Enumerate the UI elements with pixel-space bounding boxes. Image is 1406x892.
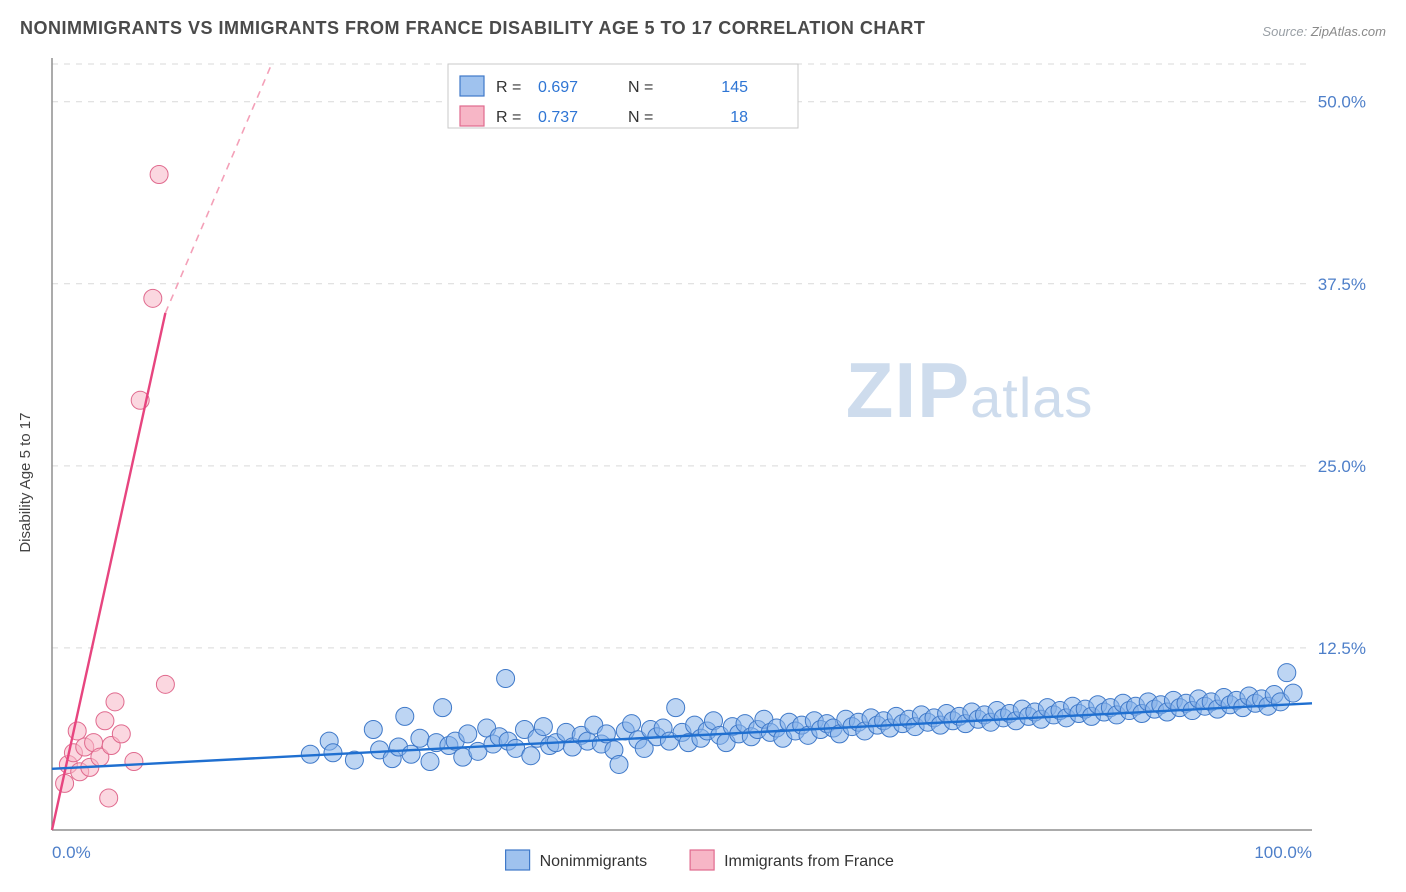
data-point [610,755,628,773]
data-point [396,707,414,725]
data-point [144,289,162,307]
legend-swatch [460,106,484,126]
regression-line-pink-extrapolated [165,62,272,313]
legend-series-label: Nonimmigrants [540,853,648,870]
data-point [68,722,86,740]
legend-n-label: N = [628,109,653,126]
legend-n-value: 145 [721,79,748,96]
data-point [421,753,439,771]
y-tick-label: 12.5% [1318,639,1366,658]
y-tick-label: 25.0% [1318,457,1366,476]
legend-r-value: 0.737 [538,109,578,126]
data-point [1278,664,1296,682]
legend-r-label: R = [496,109,521,126]
legend-n-label: N = [628,79,653,96]
data-point [411,729,429,747]
legend-r-label: R = [496,79,521,96]
legend-swatch [460,76,484,96]
data-point [623,715,641,733]
y-tick-label: 50.0% [1318,93,1366,112]
data-point [156,675,174,693]
correlation-scatter-chart: 12.5% 25.0% 37.5% 50.0% Disability Age 5 to … [0,0,1406,892]
legend-r-value: 0.697 [538,79,578,96]
data-point [100,789,118,807]
legend-n-value: 18 [730,109,748,126]
data-point [96,712,114,730]
data-point [112,725,130,743]
data-point [1284,684,1302,702]
watermark: ZIPatlas [846,346,1094,434]
data-point [106,693,124,711]
data-point [364,720,382,738]
x-tick-label: 0.0% [52,843,91,862]
data-point [459,725,477,743]
data-point [150,166,168,184]
data-point [667,699,685,717]
legend-swatch [690,850,714,870]
data-point [434,699,452,717]
y-tick-label: 37.5% [1318,275,1366,294]
data-point [522,747,540,765]
x-tick-label: 100.0% [1254,843,1312,862]
data-point [125,753,143,771]
data-point [497,670,515,688]
data-point [402,745,420,763]
y-axis-label: Disability Age 5 to 17 [17,413,34,553]
legend-swatch [506,850,530,870]
legend-series-label: Immigrants from France [724,853,894,870]
data-point [534,718,552,736]
